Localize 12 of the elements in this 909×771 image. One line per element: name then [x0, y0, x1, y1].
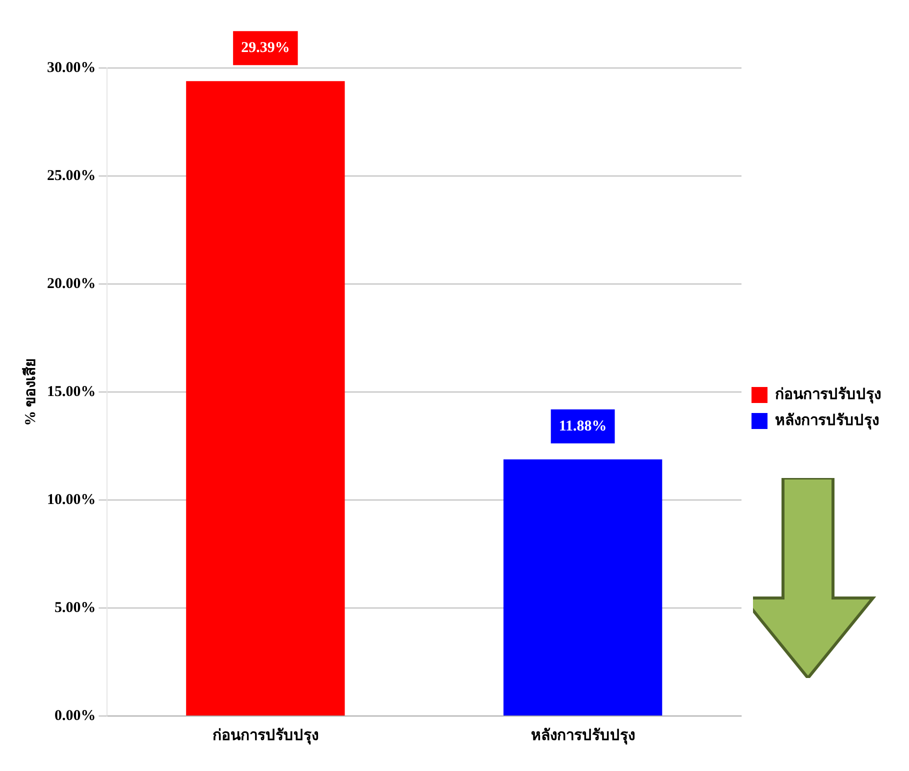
y-tick-label: 30.00%: [47, 60, 96, 76]
y-axis-title: % ของเสีย: [22, 358, 39, 426]
legend-label: หลังการปรับปรุง: [775, 412, 879, 430]
y-tick-label: 25.00%: [47, 168, 96, 184]
y-tick-label: 10.00%: [47, 492, 96, 508]
y-tick-label: 15.00%: [47, 384, 96, 400]
legend-label: ก่อนการปรับปรุง: [775, 386, 881, 404]
y-tick-label: 20.00%: [47, 276, 96, 292]
y-tick-label: 0.00%: [54, 708, 96, 724]
data-label: 11.88%: [558, 418, 607, 434]
data-label: 29.39%: [241, 40, 290, 56]
y-tick-label: 5.00%: [54, 600, 96, 616]
